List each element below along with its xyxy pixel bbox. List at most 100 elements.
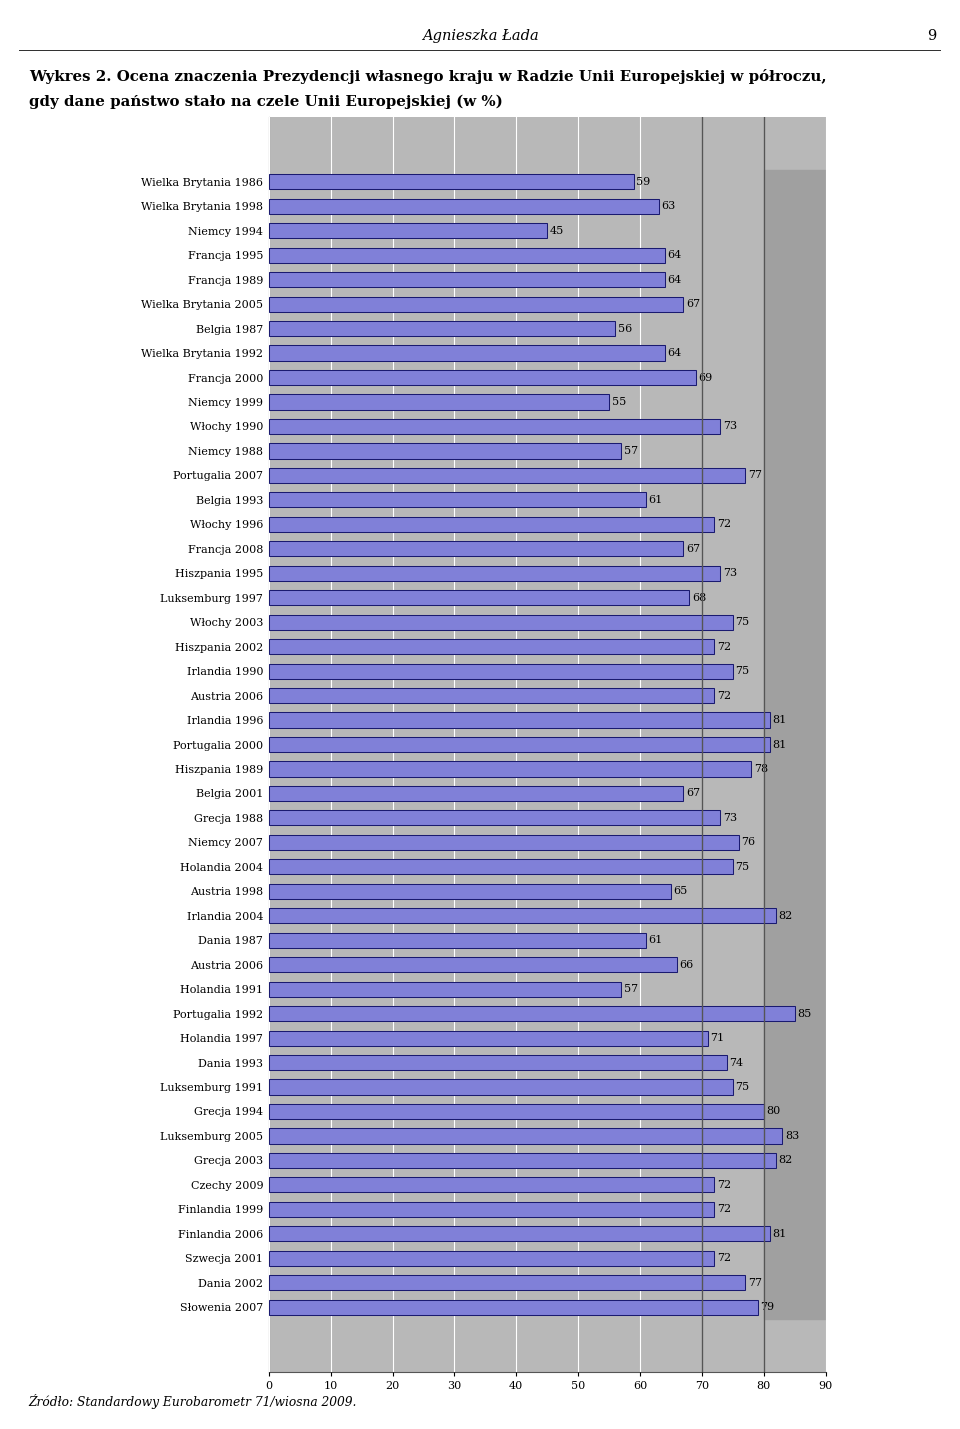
Text: 82: 82: [779, 1156, 793, 1166]
Text: 71: 71: [710, 1033, 725, 1043]
Text: 77: 77: [748, 470, 761, 480]
Text: 75: 75: [735, 862, 750, 872]
Text: 66: 66: [680, 960, 694, 970]
Bar: [269, 859, 732, 875]
Bar: [269, 1105, 764, 1119]
Bar: [269, 370, 696, 384]
Text: 79: 79: [760, 1302, 774, 1312]
Bar: [269, 1226, 770, 1242]
Bar: [269, 713, 770, 727]
Bar: [269, 883, 671, 899]
Bar: [269, 982, 621, 997]
Text: 64: 64: [667, 250, 682, 260]
Text: 75: 75: [735, 617, 750, 627]
Text: 73: 73: [723, 422, 737, 432]
Text: 81: 81: [773, 1229, 786, 1239]
Text: 73: 73: [723, 813, 737, 823]
Text: 75: 75: [735, 666, 750, 676]
Text: 68: 68: [692, 593, 707, 603]
Bar: [269, 174, 634, 190]
Text: 61: 61: [649, 494, 663, 504]
Bar: [269, 1079, 732, 1095]
Text: 81: 81: [773, 740, 786, 749]
Bar: [269, 786, 684, 802]
Bar: [269, 199, 659, 214]
Text: 67: 67: [685, 544, 700, 554]
Bar: [269, 1250, 714, 1266]
Text: 64: 64: [667, 349, 682, 359]
Bar: [269, 247, 664, 263]
Text: 73: 73: [723, 569, 737, 579]
Bar: [269, 566, 720, 580]
Text: 80: 80: [766, 1106, 780, 1116]
Text: 72: 72: [717, 1180, 731, 1190]
Bar: [269, 223, 547, 239]
Text: 59: 59: [636, 177, 651, 187]
Text: 83: 83: [784, 1130, 799, 1140]
Text: 65: 65: [673, 886, 687, 896]
Bar: [269, 322, 615, 336]
Text: 82: 82: [779, 910, 793, 920]
Text: 63: 63: [661, 201, 675, 211]
Text: 64: 64: [667, 274, 682, 284]
Bar: [269, 614, 732, 630]
Text: 75: 75: [735, 1082, 750, 1092]
Bar: [269, 762, 752, 776]
Bar: [269, 346, 664, 360]
Bar: [269, 957, 677, 972]
Text: 72: 72: [717, 519, 731, 529]
Bar: [269, 419, 720, 434]
Text: 45: 45: [550, 226, 564, 236]
Text: 76: 76: [741, 837, 756, 847]
Text: 57: 57: [624, 446, 638, 456]
Bar: [269, 639, 714, 654]
Bar: [269, 835, 739, 850]
Text: 9: 9: [926, 29, 936, 43]
Bar: [269, 297, 684, 312]
Bar: [269, 1202, 714, 1218]
Text: 57: 57: [624, 985, 638, 995]
Bar: [269, 590, 689, 606]
Text: 77: 77: [748, 1278, 761, 1288]
Bar: [269, 687, 714, 703]
Text: 56: 56: [617, 323, 632, 333]
Bar: [269, 517, 714, 532]
Text: gdy dane państwo stało na czele Unii Europejskiej (w %): gdy dane państwo stało na czele Unii Eur…: [29, 94, 502, 109]
Text: 85: 85: [797, 1009, 811, 1019]
Bar: [269, 443, 621, 459]
Bar: [269, 1006, 795, 1022]
Text: 72: 72: [717, 642, 731, 652]
Bar: [269, 1030, 708, 1046]
Text: 67: 67: [685, 789, 700, 799]
Bar: [269, 810, 720, 826]
Bar: [269, 1299, 757, 1315]
Text: Źródło: Standardowy Eurobarometr 71/wiosna 2009.: Źródło: Standardowy Eurobarometr 71/wios…: [29, 1395, 357, 1409]
Bar: [269, 394, 609, 410]
Text: 74: 74: [729, 1057, 743, 1067]
Bar: [269, 663, 732, 679]
Bar: [269, 467, 745, 483]
Bar: [269, 737, 770, 752]
Bar: [269, 1129, 782, 1143]
Bar: [269, 272, 664, 287]
Text: 81: 81: [773, 714, 786, 725]
Bar: [269, 492, 646, 507]
Text: 78: 78: [754, 765, 768, 775]
Text: 67: 67: [685, 299, 700, 309]
Text: 72: 72: [717, 1205, 731, 1215]
Text: 72: 72: [717, 1253, 731, 1263]
Text: 55: 55: [612, 397, 626, 407]
Bar: [764, 170, 826, 1319]
Bar: [269, 542, 684, 556]
Bar: [269, 1275, 745, 1290]
Text: Agnieszka Łada: Agnieszka Łada: [421, 29, 539, 43]
Text: 69: 69: [698, 373, 712, 383]
Bar: [269, 1177, 714, 1192]
Text: 61: 61: [649, 935, 663, 945]
Bar: [269, 909, 776, 923]
Bar: [269, 933, 646, 947]
Text: Wykres 2. Ocena znaczenia Prezydencji własnego kraju w Radzie Unii Europejskiej : Wykres 2. Ocena znaczenia Prezydencji wł…: [29, 69, 827, 83]
Bar: [269, 1153, 776, 1167]
Bar: [269, 1055, 727, 1070]
Text: 72: 72: [717, 690, 731, 700]
